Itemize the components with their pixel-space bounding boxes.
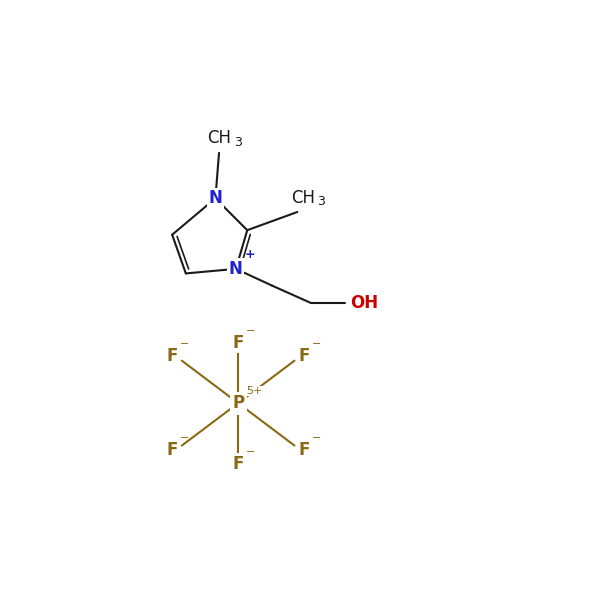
- Text: F: F: [299, 441, 310, 459]
- Text: −: −: [180, 339, 189, 349]
- Text: CH: CH: [207, 129, 231, 147]
- Text: −: −: [180, 433, 189, 443]
- Text: −: −: [246, 326, 255, 336]
- Text: F: F: [299, 347, 310, 365]
- Text: CH: CH: [291, 189, 315, 206]
- Text: F: F: [166, 347, 177, 365]
- Text: −: −: [312, 433, 322, 443]
- Text: OH: OH: [350, 294, 379, 312]
- Text: F: F: [166, 441, 177, 459]
- Text: −: −: [246, 447, 255, 457]
- Text: −: −: [312, 339, 322, 349]
- Text: P: P: [232, 394, 244, 412]
- Text: 5+: 5+: [246, 386, 263, 396]
- Text: 3: 3: [317, 196, 325, 209]
- Text: F: F: [233, 333, 244, 352]
- Text: N: N: [229, 260, 243, 278]
- Text: N: N: [209, 189, 222, 207]
- Text: +: +: [245, 248, 256, 261]
- Text: F: F: [233, 454, 244, 473]
- Text: 3: 3: [234, 136, 241, 149]
